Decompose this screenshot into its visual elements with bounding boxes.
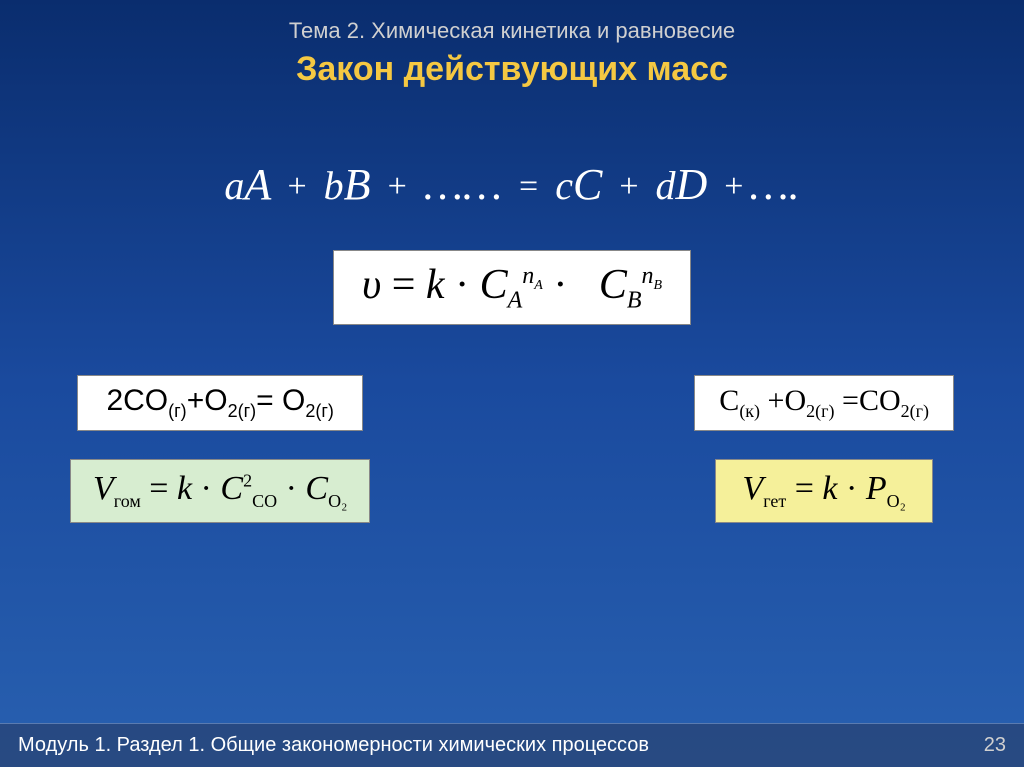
- homogeneous-reaction: 2CO(г)+O2(г)= O2(г): [77, 375, 362, 431]
- rate-law-formula: υ = k · CAnA · CBnB: [333, 250, 691, 325]
- general-reaction-equation: aA + bB + …… = cC + dD +….: [0, 159, 1024, 210]
- examples-row: 2CO(г)+O2(г)= O2(г) Vгом = k · C2CO · CO…: [0, 375, 1024, 523]
- slide-title: Закон действующих масс: [0, 50, 1024, 89]
- homogeneous-column: 2CO(г)+O2(г)= O2(г) Vгом = k · C2CO · CO…: [70, 375, 370, 523]
- heterogeneous-rate-formula: Vгет = k · PO₂: [715, 459, 932, 523]
- slide-header: Тема 2. Химическая кинетика и равновесие…: [0, 0, 1024, 89]
- heterogeneous-reaction: C(к) +O2(г) =CO2(г): [694, 375, 954, 431]
- footer-text: Модуль 1. Раздел 1. Общие закономерности…: [18, 734, 649, 757]
- heterogeneous-column: C(к) +O2(г) =CO2(г) Vгет = k · PO₂: [694, 375, 954, 523]
- homogeneous-rate-formula: Vгом = k · C2CO · CO₂: [70, 459, 370, 523]
- page-number: 23: [984, 734, 1006, 757]
- topic-line: Тема 2. Химическая кинетика и равновесие: [0, 18, 1024, 44]
- slide-footer: Модуль 1. Раздел 1. Общие закономерности…: [0, 723, 1024, 767]
